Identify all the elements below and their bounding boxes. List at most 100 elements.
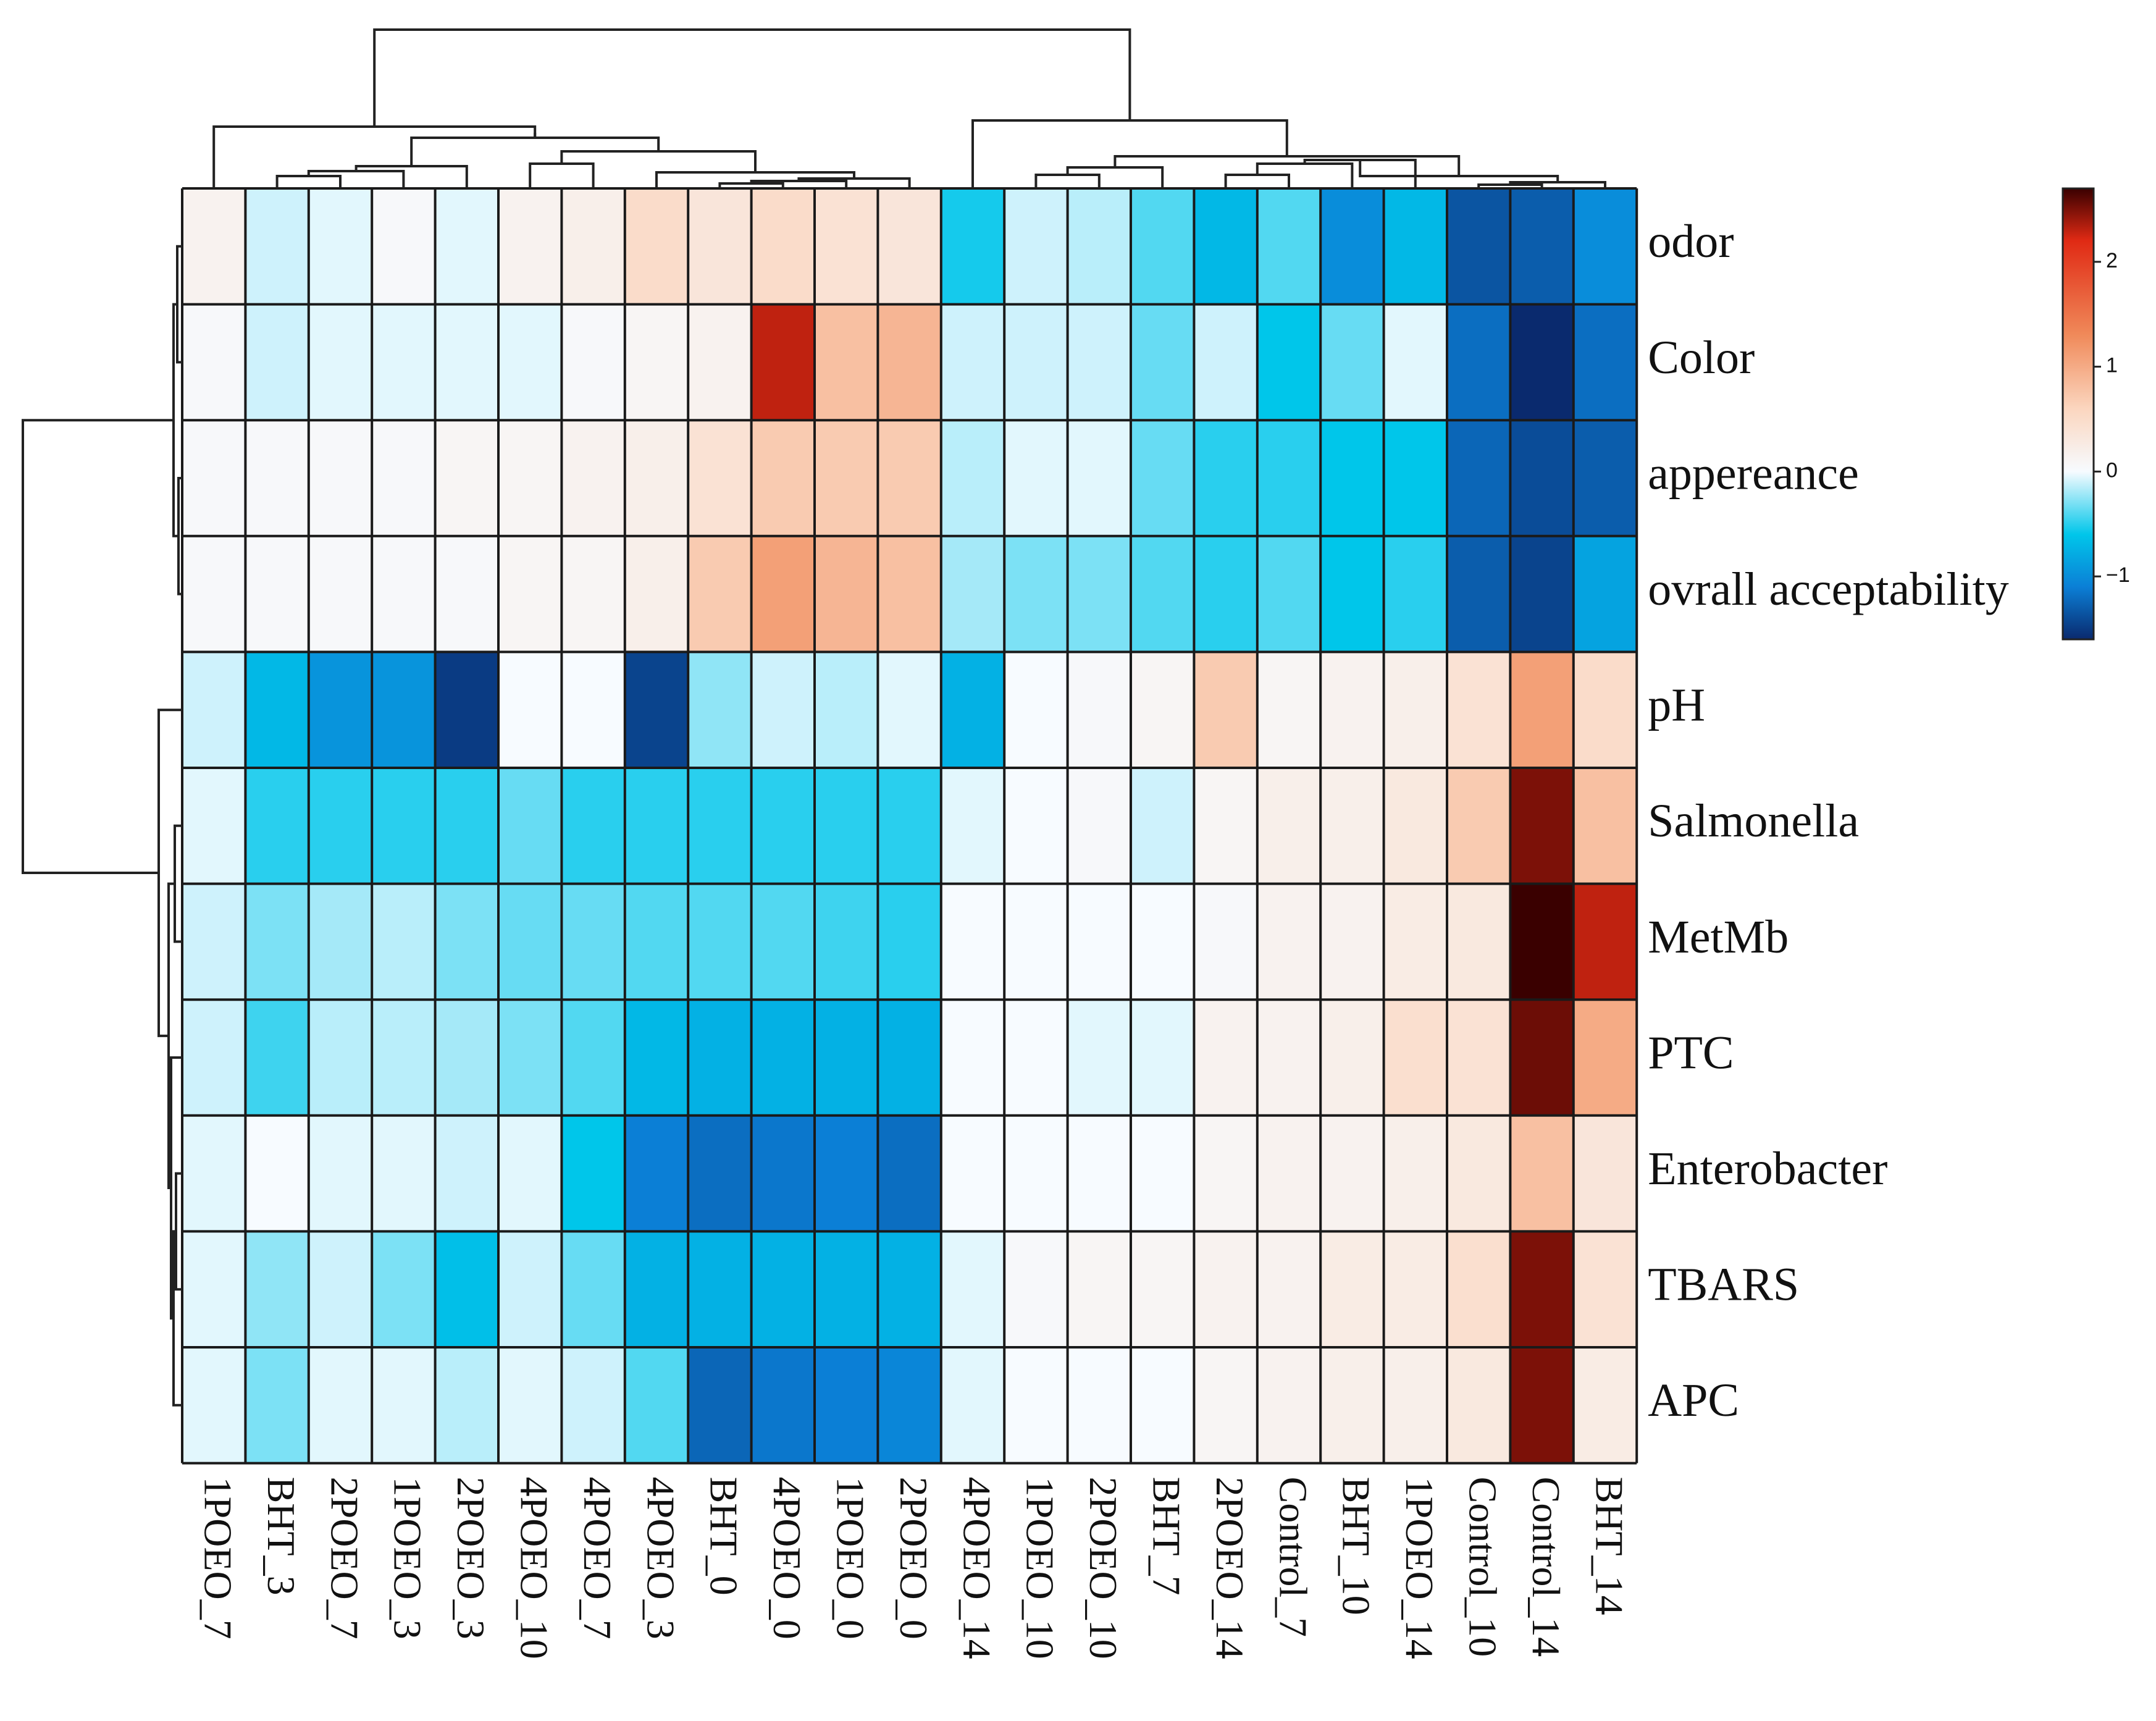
- heatmap-cell: [561, 768, 626, 885]
- heatmap-cell: [815, 304, 878, 421]
- heatmap-cell: [1194, 999, 1258, 1116]
- heatmap-cell: [688, 1115, 752, 1232]
- heatmap-cell: [941, 1115, 1005, 1232]
- heatmap-cell: [688, 420, 752, 537]
- heatmap-cell: [1320, 999, 1385, 1116]
- column-dendrogram: [212, 28, 1606, 188]
- heatmap-cell: [751, 1231, 815, 1348]
- heatmap-cell: [1004, 768, 1068, 885]
- heatmap-cell: [624, 536, 689, 652]
- dendrogram-branch: [22, 419, 174, 875]
- row-dendrogram: [22, 245, 182, 1407]
- heatmap-cell: [878, 536, 942, 652]
- heatmap-cell: [1447, 768, 1511, 885]
- row-label: MetMb: [1648, 911, 1789, 963]
- heatmap-cell: [878, 883, 942, 1000]
- heatmap-cell: [308, 652, 372, 768]
- heatmap-cell: [1004, 304, 1068, 421]
- heatmap-cell: [1257, 883, 1321, 1000]
- heatmap-cell: [751, 304, 815, 421]
- heatmap-cell: [1194, 652, 1258, 768]
- heatmap-cell: [1131, 304, 1194, 421]
- heatmap-cell: [1067, 768, 1131, 885]
- heatmap-cell: [182, 188, 246, 305]
- heatmap-cell: [1067, 188, 1131, 305]
- heatmap-cell: [372, 1231, 436, 1348]
- heatmap-cell: [1573, 1115, 1637, 1232]
- column-label: Control_14: [1524, 1477, 1568, 1657]
- heatmap-cell: [1383, 768, 1448, 885]
- heatmap-cell: [1573, 999, 1637, 1116]
- heatmap-cell: [1004, 1347, 1068, 1464]
- heatmap-cell: [498, 999, 562, 1116]
- column-label: 1POEO_10: [1018, 1477, 1062, 1659]
- heatmap-cell: [245, 304, 309, 421]
- heatmap-cell: [815, 1347, 878, 1464]
- heatmap-cell: [498, 420, 562, 537]
- heatmap-cell: [1131, 536, 1194, 652]
- heatmap-cell: [245, 1347, 309, 1464]
- heatmap-cell: [1510, 999, 1574, 1116]
- heatmap-cell: [1194, 1115, 1258, 1232]
- heatmap-cell: [498, 652, 562, 768]
- heatmap-cell: [1067, 1347, 1131, 1464]
- heatmap-cell: [435, 188, 499, 305]
- heatmap-cell: [1131, 1115, 1194, 1232]
- heatmap-cell: [751, 536, 815, 652]
- heatmap-cell: [561, 883, 626, 1000]
- heatmap-cell: [1194, 1231, 1258, 1348]
- heatmap-cell: [1510, 536, 1574, 652]
- heatmap-cell: [878, 1231, 942, 1348]
- heatmap-cell: [1573, 652, 1637, 768]
- row-label: ovrall acceptability: [1648, 563, 2009, 615]
- heatmap-cell: [1257, 536, 1321, 652]
- heatmap-cell: [1510, 1115, 1574, 1232]
- heatmap-cell: [245, 1115, 309, 1232]
- heatmap-cell: [878, 652, 942, 768]
- heatmap-cell: [751, 883, 815, 1000]
- heatmap-cell: [561, 188, 626, 305]
- column-label: 2POEO_10: [1081, 1477, 1125, 1659]
- heatmap-cell: [1383, 188, 1448, 305]
- heatmap-cell: [1320, 768, 1385, 885]
- heatmap-cell: [941, 304, 1005, 421]
- heatmap-cell: [1131, 999, 1194, 1116]
- heatmap-cell: [1257, 1231, 1321, 1348]
- heatmap-cell: [308, 1347, 372, 1464]
- heatmap-cell: [1320, 1115, 1385, 1232]
- heatmap-cell: [624, 652, 689, 768]
- heatmap-cell: [751, 188, 815, 305]
- heatmap-cell: [245, 768, 309, 885]
- heatmap-cell: [815, 768, 878, 885]
- row-label: appereance: [1648, 447, 1859, 499]
- heatmap-cell: [1510, 1347, 1574, 1464]
- heatmap-cell: [1194, 768, 1258, 885]
- heatmap-cell: [1067, 1231, 1131, 1348]
- heatmap-cell: [1383, 999, 1448, 1116]
- heatmap-cell: [1447, 999, 1511, 1116]
- heatmap-cell: [941, 883, 1005, 1000]
- heatmap-cell: [435, 536, 499, 652]
- heatmap-cell: [1510, 304, 1574, 421]
- column-label: 4POEO_14: [955, 1477, 999, 1659]
- column-label: 2POEO_0: [892, 1477, 936, 1639]
- heatmap-cell: [941, 1347, 1005, 1464]
- heatmap-cell: [1383, 883, 1448, 1000]
- heatmap-cell: [372, 536, 436, 652]
- heatmap-cell: [751, 652, 815, 768]
- heatmap-cell: [182, 1347, 246, 1464]
- heatmap-cell: [624, 304, 689, 421]
- heatmap-cell: [941, 1231, 1005, 1348]
- heatmap-cell: [688, 1231, 752, 1348]
- heatmap-cell: [1447, 536, 1511, 652]
- heatmap-cell: [435, 999, 499, 1116]
- heatmap-cell: [1510, 188, 1574, 305]
- heatmap-cell: [751, 1347, 815, 1464]
- colorbar-tick-label: 2: [2106, 249, 2118, 272]
- heatmap-cell: [1573, 420, 1637, 537]
- column-label: BHT_3: [259, 1477, 303, 1596]
- heatmap-cell: [498, 768, 562, 885]
- heatmap-cell: [245, 1231, 309, 1348]
- heatmap-grid: [181, 187, 1638, 1465]
- heatmap-cell: [308, 768, 372, 885]
